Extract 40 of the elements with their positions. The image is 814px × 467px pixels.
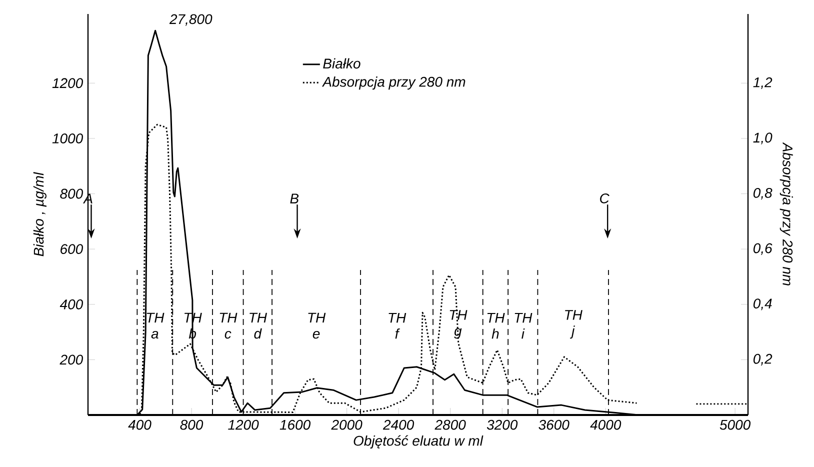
x-tick-label: 3600 [538,420,570,430]
ref-line-label: B [290,194,299,204]
y-tick-label: 400 [60,299,84,310]
annotation: TH d [250,312,268,339]
x-tick-label: 1600 [280,420,311,430]
ref-line-label: C [600,193,610,204]
annotation: TH c [220,312,238,339]
x-tick-label: 2000 [331,420,362,430]
y-tick-label: 1000 [52,133,84,144]
x-tick-label: 800 [180,420,204,430]
y-tick-label: 800 [60,188,84,199]
y-tick-label: 1200 [52,78,84,88]
x-tick-label: 400 [128,420,152,430]
y2-tick-label: 0,6 [753,243,772,255]
x-tick-label: 1200 [228,420,259,430]
y-axis-title: Białko , µg/ml [33,172,46,256]
annotation: TH e [308,312,326,339]
y2-tick-label: 0,8 [753,188,772,200]
y2-tick-label: 0,4 [753,298,772,310]
y-tick-label: 600 [60,244,84,254]
x-tick-label: 3200 [486,420,518,430]
x-axis-title: Objętość eluatu w ml [354,435,484,449]
legend-label: Białko [323,58,360,69]
y2-tick-label: 0,2 [753,354,772,366]
annotation: TH f [388,312,406,339]
annotation: TH j [565,310,582,339]
x-tick-label: 4000 [590,420,622,430]
y2-tick-label: 1,0 [753,132,772,144]
annotation: 27,800 [169,14,212,26]
legend-label: Absorpcja przy 280 nm [322,76,466,90]
y2-tick-label: 1,2 [753,77,772,89]
x-tick-label: 2400 [382,420,414,430]
x-tick-label: 2800 [434,420,466,430]
y2-axis-title: Absorpcja przy 280 nm [780,142,793,286]
annotation: TH g [450,310,468,339]
annotation: TH i [514,312,532,339]
annotation: TH h [487,312,505,339]
y-tick-label: 200 [60,354,84,365]
x-tick-label: 5000 [720,420,751,430]
annotation: TH a [146,312,164,339]
